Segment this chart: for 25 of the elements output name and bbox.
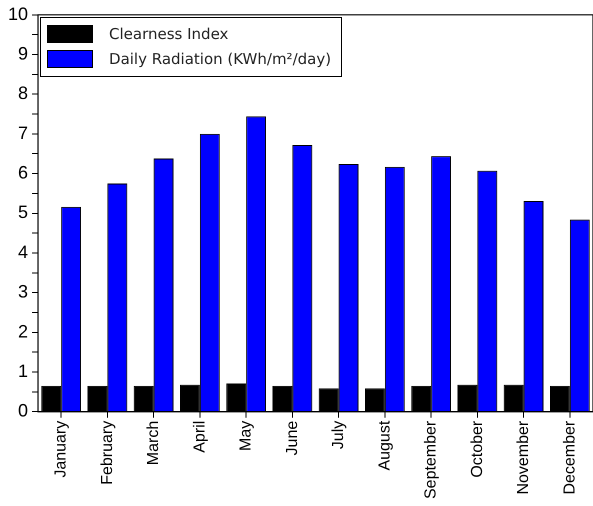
x-tick-label: July bbox=[330, 420, 348, 450]
x-tick-label: September bbox=[422, 420, 440, 499]
y-tick-label: 2 bbox=[18, 321, 28, 342]
y-tick-label: 6 bbox=[18, 162, 28, 183]
x-tick-label: May bbox=[238, 420, 255, 451]
y-tick-label: 8 bbox=[18, 83, 28, 104]
y-tick-label: 3 bbox=[18, 282, 28, 302]
y-tick-label: 10 bbox=[8, 4, 28, 24]
legend-label: Daily Radiation (KWh/m²/day) bbox=[109, 50, 332, 68]
y-tick-label: 0 bbox=[18, 400, 28, 421]
y-tick-label: 9 bbox=[18, 43, 28, 64]
x-tick-label: December bbox=[561, 420, 578, 495]
x-tick-label: June bbox=[284, 420, 301, 456]
y-tick-label: 5 bbox=[18, 202, 28, 222]
x-tick-label: November bbox=[515, 420, 532, 495]
y-tick-label: 1 bbox=[18, 361, 28, 382]
legend-label: Clearness Index bbox=[109, 25, 228, 44]
x-tick-label: October bbox=[468, 420, 486, 478]
x-tick-label: February bbox=[98, 420, 116, 485]
x-tick-label: January bbox=[52, 420, 70, 478]
x-tick-label: April bbox=[191, 420, 208, 453]
x-tick-label: August bbox=[376, 420, 394, 471]
x-tick-label: March bbox=[145, 420, 162, 466]
y-tick-label: 4 bbox=[18, 242, 28, 262]
y-tick-label: 7 bbox=[18, 122, 28, 143]
